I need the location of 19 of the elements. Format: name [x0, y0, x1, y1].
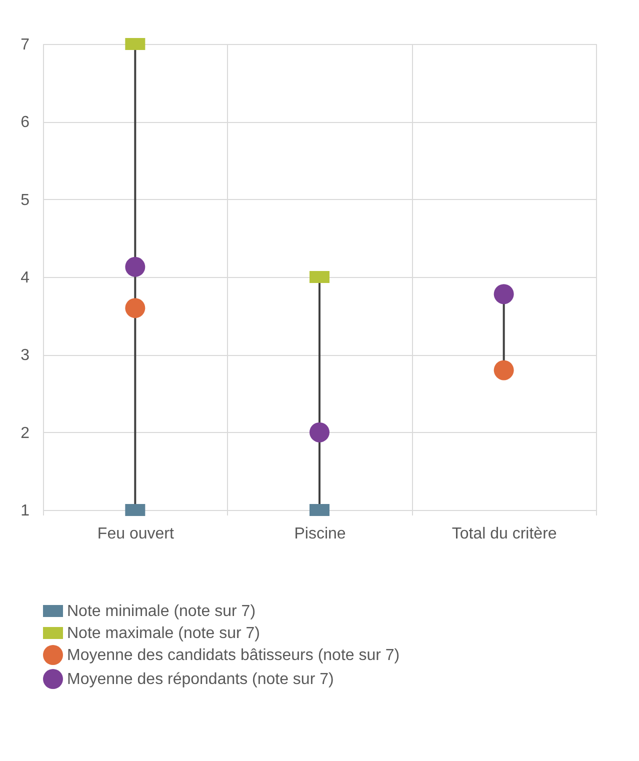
x-tick-label: Total du critère [452, 526, 557, 542]
point [494, 360, 514, 380]
point [494, 284, 514, 304]
y-tick-label: 5 [20, 192, 30, 209]
x-tick-label: Feu ouvert [97, 526, 174, 542]
y-tick-label: 4 [20, 270, 30, 286]
legend-label: Note maximale (note sur 7) [67, 625, 260, 642]
legend-label: Note minimale (note sur 7) [67, 603, 256, 620]
point [125, 256, 146, 277]
x-tick-label: Piscine [294, 526, 346, 542]
legend-label: Moyenne des candidats bâtisseurs (note sur 7) [67, 647, 400, 664]
point [310, 422, 330, 442]
y-tick-label: 3 [20, 347, 30, 364]
legend-label: Moyenne des répondants (note sur 7) [67, 671, 334, 688]
y-tick-label: 2 [20, 424, 30, 442]
point [125, 298, 146, 318]
y-tick-label: 1 [20, 502, 30, 520]
y-tick-label: 6 [20, 114, 30, 132]
y-tick-label: 7 [20, 36, 30, 54]
